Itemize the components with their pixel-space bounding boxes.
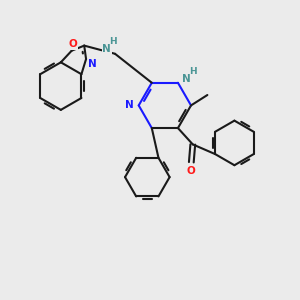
Text: O: O (69, 39, 77, 49)
Text: N: N (102, 44, 111, 54)
Text: N: N (88, 59, 97, 69)
Text: N: N (182, 74, 190, 84)
Text: H: H (109, 37, 116, 46)
Text: O: O (187, 166, 196, 176)
Text: N: N (125, 100, 134, 110)
Text: H: H (189, 67, 196, 76)
